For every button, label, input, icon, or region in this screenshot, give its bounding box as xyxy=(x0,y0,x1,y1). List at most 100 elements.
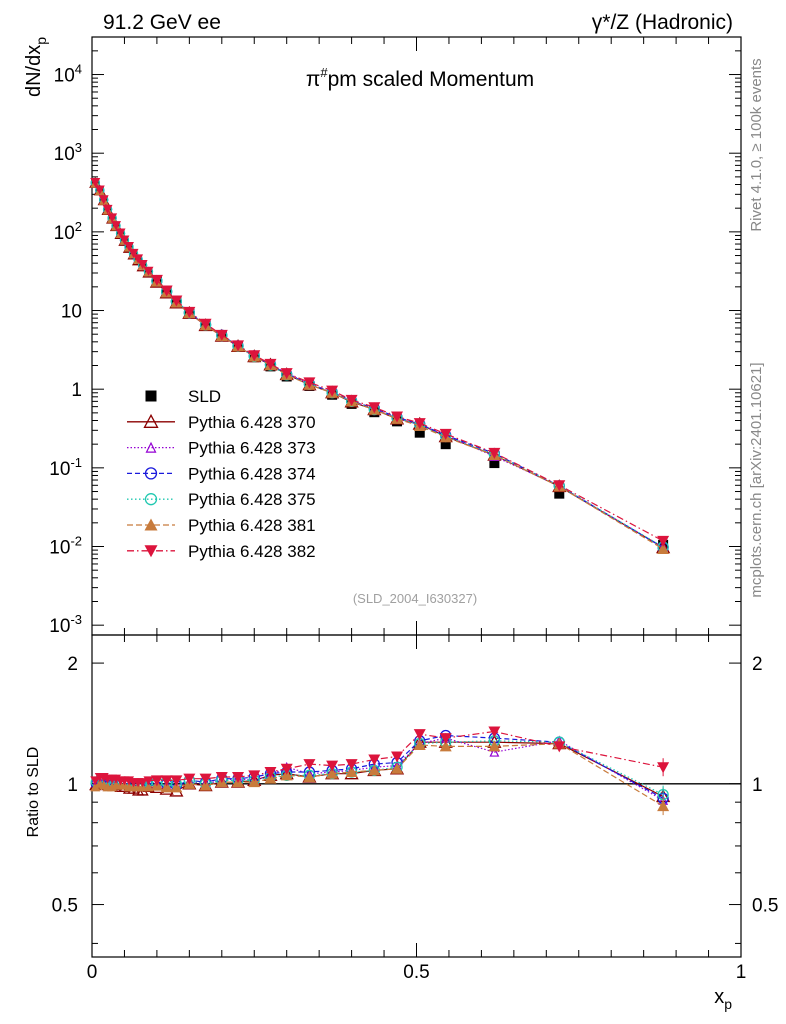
series-6-ratio-point xyxy=(199,773,212,785)
series-1-line xyxy=(94,182,664,549)
series-6-point xyxy=(553,480,566,492)
series-6-point xyxy=(143,266,154,276)
ratio-tick-label-left: 0.5 xyxy=(52,896,78,917)
series-5-point xyxy=(657,542,670,554)
series-6-point xyxy=(160,285,173,297)
series-5-line xyxy=(94,183,664,550)
series-6-ratio-point xyxy=(170,775,183,787)
x-axis-label: xp xyxy=(714,986,732,1012)
title-rest: pm scaled Momentum xyxy=(328,68,535,91)
series-6-point xyxy=(215,329,228,341)
rivet-label: Rivet 4.1.0, ≥ 100k events xyxy=(748,58,765,231)
title-main: π xyxy=(306,68,321,91)
legend-label-3: Pythia 6.428 374 xyxy=(188,464,316,483)
series-6-point xyxy=(488,447,501,459)
series-6-point xyxy=(98,195,109,205)
series-6-ratio-point xyxy=(143,776,154,786)
series-6-ratio-point xyxy=(303,759,316,771)
legend-marker-6 xyxy=(144,545,158,558)
series-6-point xyxy=(128,248,139,258)
series-0-point xyxy=(414,427,425,438)
ratio-axis-label: Ratio to SLD xyxy=(25,747,42,838)
series-6-point xyxy=(303,377,316,389)
series-6-point xyxy=(102,204,113,214)
series-6-point xyxy=(248,350,261,362)
series-5-ratio-point xyxy=(280,769,293,781)
y-tick-label: 102 xyxy=(54,219,82,244)
series-6-ratio-point xyxy=(215,771,228,783)
x-tick-label: 0 xyxy=(87,962,98,983)
x-axis-label-main: x xyxy=(714,986,724,1008)
ratio-tick-label-right: 2 xyxy=(752,654,763,675)
series-5-ratio-point xyxy=(170,781,183,793)
series-6-point xyxy=(107,213,118,223)
series-5-ratio-point xyxy=(413,738,426,750)
series-5-ratio-point xyxy=(264,772,277,784)
series-6-point xyxy=(94,185,105,195)
main-panel: 10-3 10-2 10-1 1 10 102 103 104 π#pm scaled Mom… xyxy=(49,36,742,637)
legend-label-6: Pythia 6.428 382 xyxy=(188,542,316,561)
series-4-ratio-line xyxy=(94,740,664,796)
series-6-point xyxy=(345,394,358,406)
energy-label: 91.2 GeV ee xyxy=(103,11,221,34)
legend-label-2: Pythia 6.428 373 xyxy=(188,439,316,458)
series-6-ratio-point xyxy=(326,760,339,772)
y-tick-label: 10-2 xyxy=(49,534,82,559)
series-6-point xyxy=(90,178,101,188)
series-2-line xyxy=(94,182,664,548)
series-5-ratio-point xyxy=(326,767,339,779)
series-6-point xyxy=(199,318,212,330)
series-6-point xyxy=(115,228,126,238)
series-6-point xyxy=(111,221,122,231)
series-5-ratio-point xyxy=(199,779,212,791)
series-6-point xyxy=(280,368,293,380)
legend-label-4: Pythia 6.428 375 xyxy=(188,490,316,509)
x-tick-labels: 0 0.5 1 xyxy=(87,962,747,983)
legend-marker-5 xyxy=(144,518,158,531)
y-axis-label: dN/dxp xyxy=(23,37,49,97)
series-6-ratio-point xyxy=(280,763,293,775)
main-axes: 10-3 10-2 10-1 1 10 102 103 104 xyxy=(49,36,742,637)
y-tick-label: 10-1 xyxy=(49,455,82,480)
series-5-ratio-point xyxy=(143,782,154,792)
series-3-line xyxy=(94,182,664,549)
series-2-ratio-point xyxy=(489,746,500,757)
main-series xyxy=(89,176,671,554)
series-6-point xyxy=(119,235,130,245)
series-6-ratio-point xyxy=(160,775,173,787)
series-6-ratio-point xyxy=(368,754,381,766)
series-6-point xyxy=(391,411,404,423)
series-0-point xyxy=(440,439,451,450)
series-5-ratio-point xyxy=(345,766,358,778)
ratio-panel: 0.5 0.5 1 1 2 2 xyxy=(52,634,778,958)
chart-title: π#pm scaled Momentum xyxy=(306,65,534,91)
series-6-ratio-point xyxy=(183,773,196,785)
series-4-line xyxy=(94,182,664,548)
series-0-point xyxy=(489,458,500,469)
title-sup: # xyxy=(320,65,328,80)
series-6-ratio-point xyxy=(248,770,261,782)
series-5-ratio-point xyxy=(248,776,261,788)
series-6-point xyxy=(657,535,670,547)
ratio-axes: 0.5 0.5 1 1 2 2 xyxy=(52,635,778,957)
series-6-ratio-point xyxy=(150,775,163,787)
series-6-point xyxy=(413,418,426,430)
legend-marker-0 xyxy=(145,390,157,402)
series-6-point xyxy=(150,274,163,286)
x-tick-label: 0.5 xyxy=(403,962,429,983)
series-6-point xyxy=(170,295,183,307)
ratio-tick-label-right: 1 xyxy=(752,775,763,796)
series-6-ratio-point xyxy=(90,776,101,786)
series-6-point xyxy=(439,428,452,440)
series-6-ratio-point xyxy=(264,767,277,779)
analysis-id: (SLD_2004_I630327) xyxy=(353,591,477,606)
x-tick-label: 1 xyxy=(736,962,747,983)
legend-label-1: Pythia 6.428 370 xyxy=(188,413,316,432)
series-5-ratio-point xyxy=(303,770,316,782)
series-5-ratio-point xyxy=(439,740,452,752)
series-6-ratio-point xyxy=(439,733,452,745)
ratio-frame xyxy=(91,634,742,958)
series-6-point xyxy=(133,254,144,264)
series-6-point xyxy=(326,385,339,397)
